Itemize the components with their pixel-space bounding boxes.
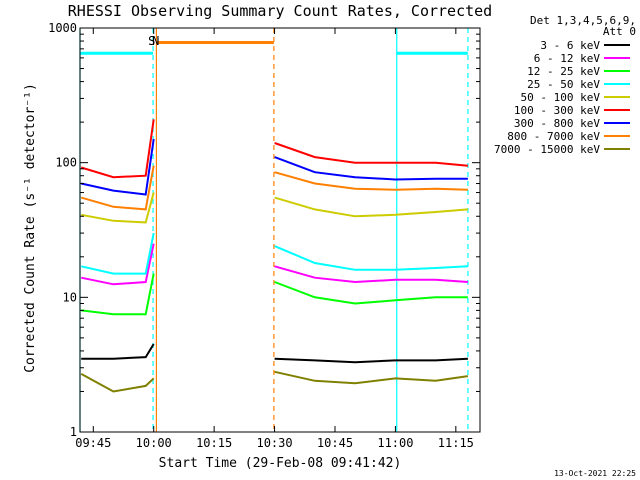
legend-label: 800 - 7000 keV bbox=[507, 130, 600, 143]
legend-label: 12 - 25 keV bbox=[527, 65, 600, 78]
series-line-0 bbox=[274, 357, 468, 364]
chart-title: RHESSI Observing Summary Count Rates, Co… bbox=[68, 2, 492, 20]
legend-label: 3 - 6 keV bbox=[540, 39, 600, 52]
series-line-2 bbox=[274, 281, 468, 305]
series-line-3 bbox=[80, 232, 155, 275]
x-tick-label: 10:00 bbox=[136, 436, 172, 450]
annotation-n: N bbox=[152, 34, 159, 48]
legend-label: 300 - 800 keV bbox=[514, 117, 600, 130]
series-line-4 bbox=[81, 192, 155, 224]
series-line-8 bbox=[80, 373, 155, 393]
x-tick-label: 10:15 bbox=[196, 436, 232, 450]
x-tick-label: 10:30 bbox=[256, 436, 292, 450]
series-line-5 bbox=[274, 142, 468, 167]
y-tick-label: 1000 bbox=[48, 21, 77, 35]
y-tick-label: 10 bbox=[63, 290, 77, 304]
series-line-7 bbox=[80, 165, 155, 211]
series-line-5 bbox=[80, 119, 155, 179]
series-line-6 bbox=[274, 156, 468, 181]
series-line-7 bbox=[274, 171, 468, 191]
legend-label: 6 - 12 keV bbox=[534, 52, 601, 65]
legend-header: Att 0 bbox=[603, 25, 636, 38]
x-tick-label: 11:00 bbox=[377, 436, 413, 450]
x-tick-label: 10:45 bbox=[317, 436, 353, 450]
series-line-3 bbox=[274, 245, 468, 271]
series-line-1 bbox=[80, 243, 155, 286]
series-line-6 bbox=[80, 138, 155, 196]
axes: 09:45 10:00 10:15 10:30 10:45 11:00 11:15 1 10 10… bbox=[48, 21, 481, 450]
timestamp: 13-Oct-2021 22:25 bbox=[554, 469, 636, 478]
plot-area: SN bbox=[79, 28, 469, 432]
series-line-2 bbox=[81, 273, 155, 316]
y-tick-label: 1 bbox=[70, 425, 77, 439]
legend-label: 25 - 50 keV bbox=[527, 78, 600, 91]
plot-frame bbox=[79, 27, 481, 433]
legend-header: Det 1,3,4,5,6,9, bbox=[530, 14, 636, 27]
series-line-8 bbox=[274, 370, 469, 385]
x-axis-label: Start Time (29-Feb-08 09:41:42) bbox=[159, 456, 402, 471]
series-line-0 bbox=[81, 343, 155, 360]
x-tick-label: 09:45 bbox=[75, 436, 111, 450]
legend-label: 7000 - 15000 keV bbox=[494, 143, 600, 156]
legend-label: 50 - 100 keV bbox=[521, 91, 601, 104]
y-tick-label: 100 bbox=[55, 156, 77, 170]
x-tick-label: 11:15 bbox=[438, 436, 474, 450]
series-line-4 bbox=[274, 196, 468, 218]
annotation-s: S bbox=[148, 34, 155, 48]
legend-label: 100 - 300 keV bbox=[514, 104, 600, 117]
series-line-1 bbox=[274, 265, 468, 284]
y-axis-label: Corrected Count Rate (s⁻¹ detector⁻¹) bbox=[23, 83, 38, 373]
